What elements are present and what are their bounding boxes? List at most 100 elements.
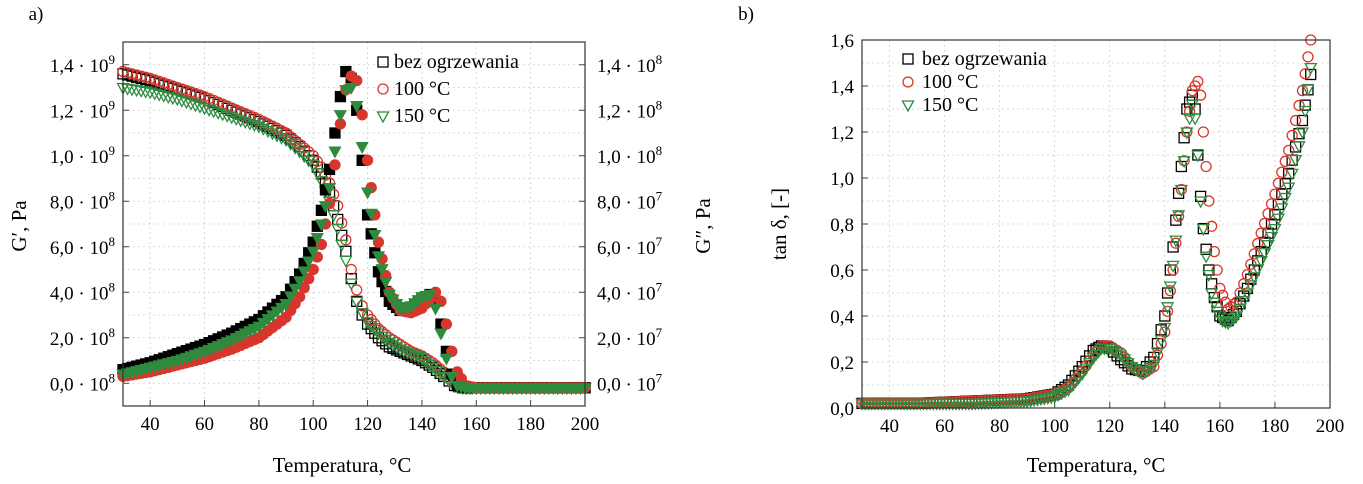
chart-a-point-storage [166,93,180,106]
chart-a-point-storage [120,83,135,96]
chart-a-point-loss [288,283,302,296]
chart-b-point [1158,322,1172,335]
chart-a-x-tick-label: 80 [249,414,268,435]
chart-b-y-axis-label: tan δ, [-] [767,188,791,260]
chart-a-point-loss [314,219,328,232]
chart-a-y-tick-label: 1,2 · 109 [50,97,115,122]
chart-a-point-storage [161,91,175,104]
chart-b-point [1117,354,1132,367]
chart-b-legend-marker [902,53,914,65]
chart-a-point-loss [318,201,333,214]
chart-a-point-storage [364,320,378,333]
chart-a-point-storage [345,263,357,276]
chart-a-y2-tick-label: 1,2 · 108 [597,97,662,122]
chart-a-y-tick-label: 8,0 · 108 [50,188,115,213]
chart-a-point-storage [274,132,289,145]
chart-b-x-tick-label: 60 [935,416,954,437]
chart-b-point [1278,192,1292,205]
chart-b-point [1233,303,1247,316]
chart-b-x-tick-label: 160 [1206,416,1235,437]
chart-b-point [1150,347,1165,360]
chart-a-point-storage [179,97,194,110]
chart-a-point-loss [293,291,306,303]
chart-a-point-storage [415,353,429,366]
chart-a-y2-tick-label: 4,0 · 107 [597,279,663,304]
chart-b-point [1302,51,1314,63]
chart-b-x-axis-label: Temperatura, °C [1027,453,1166,477]
chart-a-point-loss [297,266,311,279]
chart-b-point [1114,350,1128,363]
chart-a-point-storage [360,317,375,330]
chart-a-point-loss [310,232,324,245]
chart-b-point [1194,89,1207,101]
chart-a-point-loss [368,229,382,242]
chart-b-y-tick-label: 1,0 [830,169,854,190]
chart-a-point-storage [422,359,436,372]
chart-b-point [1200,243,1212,255]
chart-a-point-storage [339,255,353,268]
chart-a-point-storage [261,126,275,139]
chart-b-point [1301,84,1315,97]
chart-b: b) 40 60 80 100 120 140 160 180 200 0,0 0,2 0,4 0,6 0,… [738,4,1344,477]
chart-b-point [1295,127,1310,140]
chart-a-point-storage [288,142,302,155]
chart-a-point-loss [334,90,347,103]
chart-b-x-tick-label: 100 [1040,416,1069,437]
chart-b-point [1216,289,1229,301]
chart-a-point-storage [418,356,433,369]
chart-a-legend-marker [376,111,390,124]
chart-b-point [1304,62,1318,75]
chart-b-point [1170,237,1182,249]
chart-a-point-storage [433,368,447,381]
chart-a-point-loss [344,82,358,95]
chart-a-point-storage [220,110,234,123]
chart-b-point [1167,264,1179,276]
chart-b-point [1089,349,1103,362]
chart-b-point [1132,366,1146,379]
chart-b-point [1248,248,1260,260]
chart-a-legend: bez ogrzewania 100 °C 150 °C [376,51,519,127]
chart-b-x-tick-label: 180 [1261,416,1290,437]
chart-b-point [1271,213,1285,226]
chart-b-legend-marker [901,100,915,113]
chart-a-point-loss [322,182,337,195]
chart-b-point [1276,166,1288,178]
chart-b-point [1298,105,1312,118]
chart-b-legend-marker [902,76,914,88]
chart-a-point-storage [211,107,225,120]
chart-b-point [1110,348,1124,361]
chart-a-legend-marker [377,83,389,95]
chart-b-point [1258,217,1271,230]
chart-a-y-tick-label: 6,0 · 108 [50,234,115,259]
chart-a-x-tick-label: 40 [141,414,160,435]
chart-a-legend-label: 150 °C [394,105,450,127]
chart-b-point [1292,141,1306,154]
chart-b-y-tick-label: 1,2 [830,123,854,144]
chart-b-point [1092,346,1106,359]
chart-a-point-loss [439,353,453,366]
chart-a-point-storage [170,94,184,107]
chart-a-point-loss [364,208,378,221]
chart-a-point-storage [152,89,166,102]
chart-a-legend-marker [377,56,389,68]
chart-b-point [1202,269,1216,282]
chart-a-point-loss [423,289,437,302]
chart-a-point-storage [157,90,171,103]
chart-a-point-storage [243,118,257,131]
chart-b-point [1237,296,1251,309]
chart-b-point [1244,280,1258,293]
chart-a-point-loss [379,276,393,289]
chart-a-frame [122,41,586,407]
chart-a-point-storage [279,135,293,148]
chart-a-point-storage [368,324,382,337]
chart-b-point [1283,144,1295,157]
chart-b-y-tick-label: 0,0 [830,399,854,420]
chart-b-point [1279,155,1291,167]
chart-b-y-tick-label: 0,2 [830,353,854,374]
chart-a-y-tick-label: 1,4 · 109 [50,52,115,77]
chart-a-y2-tick-label: 6,0 · 107 [597,234,663,259]
chart-a-point-storage [229,113,243,126]
chart-b-point [1166,260,1180,273]
chart-b-point [1194,196,1208,209]
chart-b-point [1164,264,1176,276]
